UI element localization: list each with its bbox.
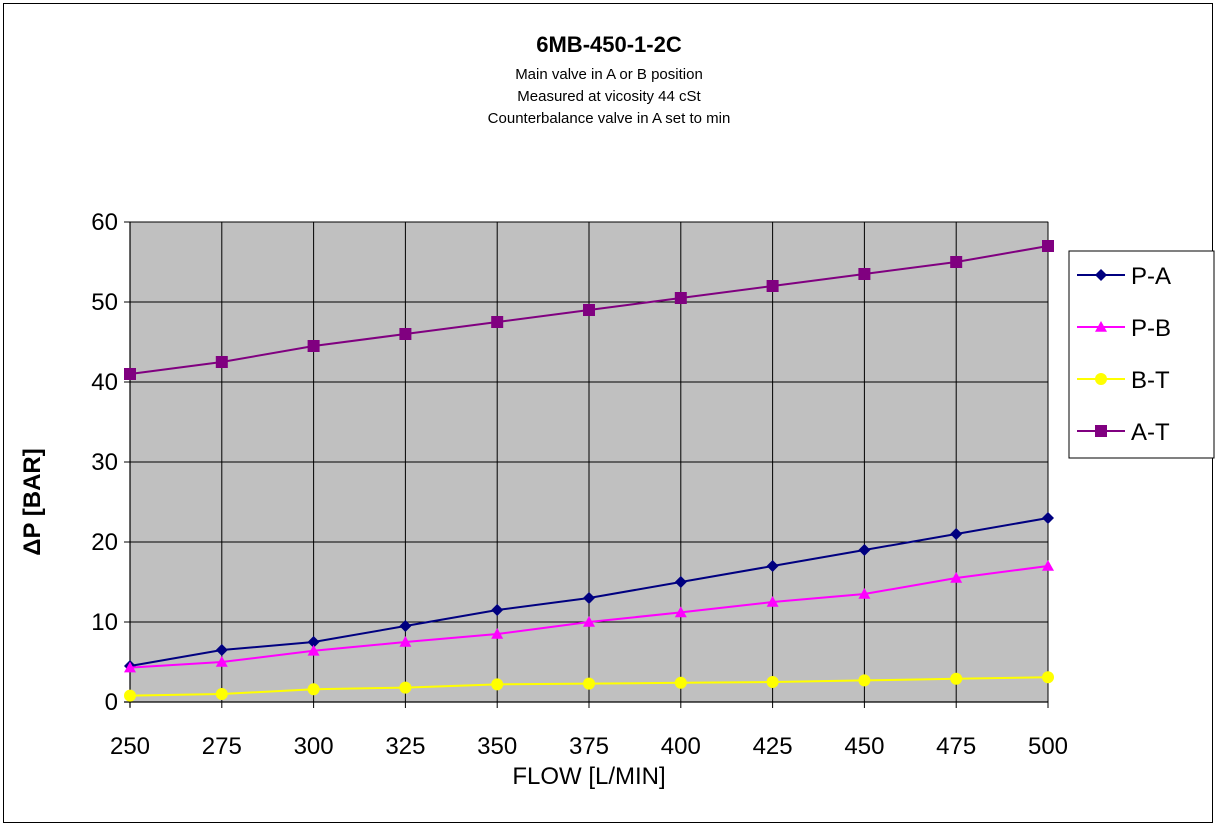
chart-title: 6MB-450-1-2C bbox=[536, 32, 682, 57]
legend-item-a-t: A-T bbox=[1077, 419, 1170, 446]
data-point bbox=[215, 644, 228, 656]
data-point bbox=[858, 674, 871, 687]
data-point bbox=[307, 683, 320, 696]
legend-marker bbox=[1095, 425, 1107, 437]
data-point bbox=[858, 268, 871, 280]
data-point bbox=[1042, 512, 1054, 524]
y-tick-label: 0 bbox=[105, 689, 118, 716]
data-point bbox=[583, 616, 595, 627]
legend-label: B-T bbox=[1131, 367, 1170, 394]
series-p-a bbox=[124, 512, 1054, 672]
data-point bbox=[491, 604, 504, 616]
x-tick-label: 475 bbox=[936, 733, 976, 760]
data-point bbox=[950, 256, 963, 268]
y-tick-label: 60 bbox=[91, 209, 118, 236]
data-point bbox=[766, 596, 779, 607]
data-point bbox=[307, 636, 320, 648]
data-point bbox=[583, 592, 595, 604]
legend-box bbox=[1068, 250, 1215, 459]
y-tick-label: 40 bbox=[91, 369, 118, 396]
data-point bbox=[399, 636, 412, 647]
data-point bbox=[124, 368, 136, 380]
x-tick-label: 350 bbox=[477, 733, 517, 760]
data-point bbox=[858, 544, 871, 556]
legend-label: A-T bbox=[1131, 419, 1170, 446]
x-tick-label: 325 bbox=[385, 733, 425, 760]
data-point bbox=[399, 681, 412, 694]
data-point bbox=[307, 340, 320, 352]
data-point bbox=[674, 292, 687, 304]
legend-label: P-B bbox=[1131, 315, 1171, 342]
data-point bbox=[491, 316, 504, 328]
data-point bbox=[124, 689, 136, 702]
y-tick-label: 20 bbox=[91, 529, 118, 556]
data-point bbox=[674, 606, 687, 618]
x-tick-label: 300 bbox=[294, 733, 334, 760]
series-p-b bbox=[124, 560, 1054, 673]
y-tick-label: 10 bbox=[91, 609, 118, 636]
data-point bbox=[491, 678, 504, 691]
data-point bbox=[215, 688, 228, 700]
legend-marker bbox=[1095, 373, 1107, 385]
data-point bbox=[766, 280, 779, 292]
data-point bbox=[950, 672, 963, 685]
x-tick-label: 375 bbox=[569, 733, 609, 760]
legend-item-b-t: B-T bbox=[1077, 367, 1170, 394]
data-point bbox=[215, 656, 228, 667]
data-point bbox=[399, 328, 412, 340]
y-axis-title: ΔP [BAR] bbox=[19, 448, 46, 555]
data-point bbox=[1042, 240, 1054, 252]
data-point bbox=[674, 576, 687, 588]
x-axis-title: FLOW [L/MIN] bbox=[512, 763, 665, 790]
x-tick-label: 275 bbox=[202, 733, 242, 760]
data-point bbox=[1042, 560, 1054, 571]
chart-subtitle-1: Main valve in A or B position bbox=[515, 66, 703, 83]
series-a-t bbox=[124, 240, 1054, 380]
legend-label: P-A bbox=[1131, 263, 1171, 290]
data-point bbox=[215, 356, 228, 368]
y-tick-label: 30 bbox=[91, 449, 118, 476]
legend-marker bbox=[1095, 269, 1107, 281]
legend-marker bbox=[1095, 321, 1107, 332]
data-point bbox=[399, 620, 412, 632]
data-point bbox=[766, 676, 779, 688]
legend-item-p-b: P-B bbox=[1077, 315, 1171, 342]
data-point bbox=[583, 304, 595, 316]
data-point bbox=[124, 661, 136, 673]
data-point bbox=[583, 677, 595, 690]
series-b-t bbox=[124, 671, 1054, 702]
data-point bbox=[1042, 671, 1054, 684]
data-point bbox=[766, 560, 779, 572]
x-tick-label: 250 bbox=[110, 733, 150, 760]
data-point bbox=[307, 644, 320, 656]
x-tick-label: 450 bbox=[844, 733, 884, 760]
chart-subtitle-3: Counterbalance valve in A set to min bbox=[487, 110, 731, 127]
data-point bbox=[950, 528, 963, 540]
x-tick-label: 500 bbox=[1028, 733, 1068, 760]
data-point bbox=[491, 628, 504, 639]
chart-subtitle-2: Measured at vicosity 44 cSt bbox=[517, 88, 701, 105]
legend: P-A P-B B-T A-T bbox=[1068, 250, 1215, 459]
data-point bbox=[950, 572, 963, 583]
data-point bbox=[674, 676, 687, 689]
data-point bbox=[858, 588, 871, 599]
x-tick-label: 425 bbox=[753, 733, 793, 760]
legend-item-p-a: P-A bbox=[1077, 263, 1171, 290]
y-tick-label: 50 bbox=[91, 289, 118, 316]
x-tick-label: 400 bbox=[661, 733, 701, 760]
